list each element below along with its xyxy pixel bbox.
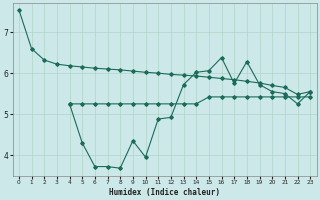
X-axis label: Humidex (Indice chaleur): Humidex (Indice chaleur) — [109, 188, 220, 197]
